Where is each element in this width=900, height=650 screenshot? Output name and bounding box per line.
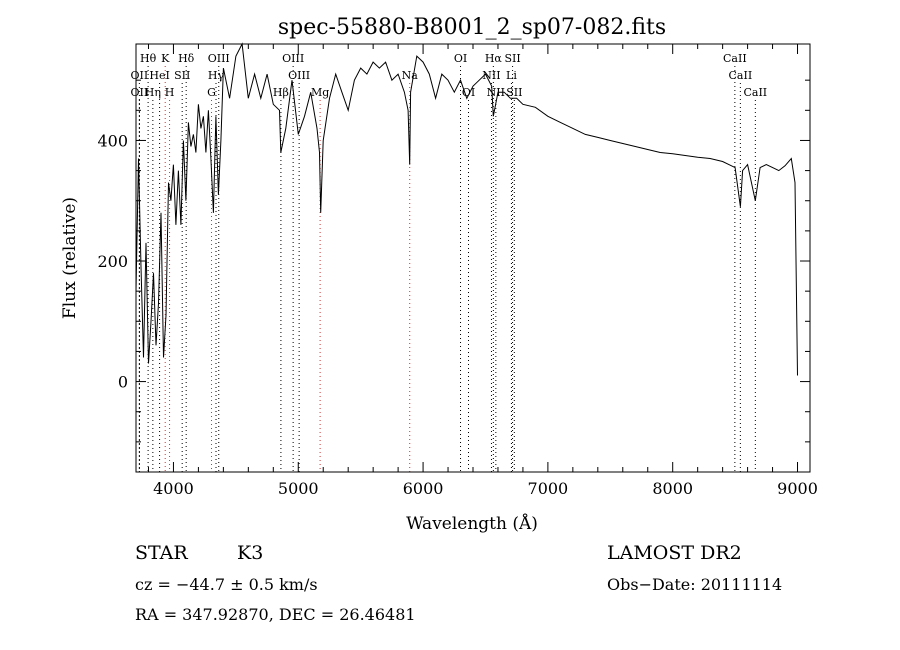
spectral-line-label: CaII [743, 86, 767, 99]
spectral-line-label: OII [131, 69, 149, 82]
y-tick-label: 200 [97, 252, 128, 271]
spectral-line-label: Na [402, 69, 419, 82]
spectral-line-label: SII [504, 52, 520, 65]
spectral-line-label: Hδ [178, 52, 195, 65]
x-tick-label: 6000 [403, 479, 444, 498]
spectral-line-label: Hβ [273, 86, 289, 99]
x-axis-label: Wavelength (Å) [406, 513, 538, 534]
spectrum-line [135, 42, 798, 376]
spectral-line-label: HeI [149, 69, 169, 82]
spectral-line-label: Hθ [140, 52, 157, 65]
y-tick-label: 400 [97, 131, 128, 150]
spectral-line-label: CaII [723, 52, 747, 65]
redshift-velocity: cz = −44.7 ± 0.5 km/s [135, 575, 318, 594]
spectral-line-label: OIII [288, 69, 310, 82]
spectral-line-label: Hα [485, 52, 503, 65]
y-tick-label: 0 [118, 373, 128, 392]
spectral-line-label: G [207, 86, 216, 99]
spectral-line-label: NII [487, 86, 505, 99]
y-axis-label: Flux (relative) [60, 197, 80, 319]
spectral-line-label: Hη [145, 86, 161, 99]
object-type: STAR [135, 542, 188, 564]
spectral-line-label: OII [131, 86, 149, 99]
spectral-line-label: NII [482, 69, 500, 82]
spectral-line-label: Mg [311, 86, 329, 99]
chart-title: spec-55880-B8001_2_sp07-082.fits [278, 15, 666, 40]
axis-ticks: 4000 5000 6000 7000 8000 9000 0 200 400 [97, 44, 818, 498]
x-tick-label: 5000 [278, 479, 319, 498]
spectral-line-label: K [161, 52, 170, 65]
x-tick-label: 7000 [528, 479, 569, 498]
observation-date: Obs−Date: 20111114 [607, 575, 783, 594]
spectral-line-label: Li [506, 69, 517, 82]
coordinates: RA = 347.92870, DEC = 26.46481 [135, 605, 416, 624]
spectral-line-label: SII [174, 69, 190, 82]
spectral-line-label: SII [506, 86, 522, 99]
plot-frame [135, 43, 811, 473]
spectral-line-label: OIII [282, 52, 304, 65]
spectral-line-label: CaII [729, 69, 753, 82]
spectral-line-label: OIII [208, 52, 230, 65]
spectral-line-label: OI [462, 86, 475, 99]
spectral-line-label: OI [454, 52, 467, 65]
x-tick-label: 9000 [777, 479, 818, 498]
x-tick-label: 4000 [153, 479, 194, 498]
spectral-subclass: K3 [237, 542, 264, 564]
spectral-line-label: Hγ [208, 69, 225, 82]
spectral-line-label: H [165, 86, 175, 99]
survey-label: LAMOST DR2 [607, 542, 742, 564]
x-tick-label: 8000 [652, 479, 693, 498]
